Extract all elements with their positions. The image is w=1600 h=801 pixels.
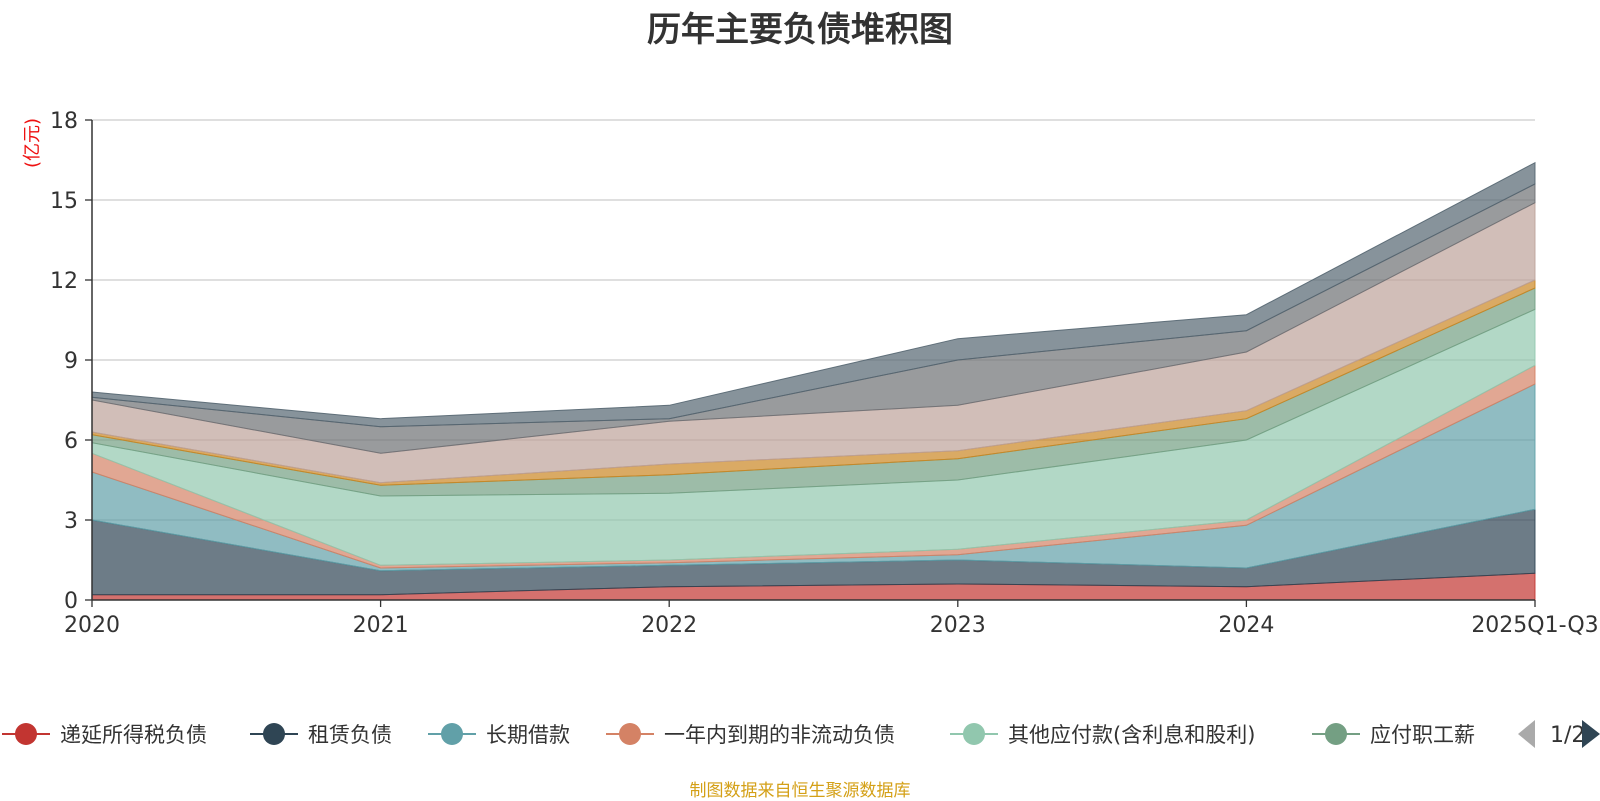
x-tick-label: 2024 xyxy=(1218,613,1274,638)
legend-page-indicator: 1/2 xyxy=(1550,723,1585,748)
y-tick-label: 9 xyxy=(64,349,78,374)
y-tick-label: 15 xyxy=(50,189,78,214)
legend-next-page-icon[interactable] xyxy=(1582,720,1600,748)
y-tick-label: 12 xyxy=(50,269,78,294)
y-tick-label: 6 xyxy=(64,429,78,454)
y-tick-label: 18 xyxy=(50,109,78,134)
series-area[interactable] xyxy=(91,161,1536,428)
y-axis-unit-label: (亿元) xyxy=(22,118,43,168)
y-tick-label: 3 xyxy=(64,509,78,534)
legend-item[interactable]: 租赁负债 xyxy=(250,723,392,747)
legend-marker xyxy=(619,723,641,745)
legend-marker xyxy=(1325,723,1347,745)
legend-label: 一年内到期的非流动负债 xyxy=(664,723,895,747)
legend-marker xyxy=(263,723,285,745)
legend-marker xyxy=(441,723,463,745)
legend-label: 应付职工薪 xyxy=(1370,723,1475,747)
legend-item[interactable]: 一年内到期的非流动负债 xyxy=(606,723,895,747)
source-note: 制图数据来自恒生聚源数据库 xyxy=(689,781,911,801)
legend-marker xyxy=(15,723,37,745)
stacked-areas[interactable] xyxy=(91,161,1536,601)
legend-item[interactable]: 递延所得税负债 xyxy=(2,723,207,747)
legend-marker xyxy=(963,723,985,745)
x-tick-label: 2020 xyxy=(64,613,120,638)
chart-title: 历年主要负债堆积图 xyxy=(647,10,953,50)
x-tick-label: 2023 xyxy=(930,613,986,638)
axes: 0 3 6 9 12 15 18 2020 2021 2022 2023 2024 2025Q1-Q3 xyxy=(50,109,1599,638)
legend-label: 其他应付款(含利息和股利) xyxy=(1008,723,1255,747)
x-tick-label: 2025Q1-Q3 xyxy=(1471,613,1598,638)
legend-item[interactable]: 长期借款 xyxy=(428,723,570,747)
legend-label: 长期借款 xyxy=(486,723,570,747)
x-tick-label: 2022 xyxy=(641,613,697,638)
legend-item[interactable]: 应付职工薪 xyxy=(1312,723,1475,747)
legend-label: 租赁负债 xyxy=(308,723,392,747)
x-tick-label: 2021 xyxy=(353,613,409,638)
legend-label: 递延所得税负债 xyxy=(60,723,207,747)
y-tick-label: 0 xyxy=(64,589,78,614)
legend-prev-page-icon[interactable] xyxy=(1518,720,1535,748)
legend[interactable]: 递延所得税负债 租赁负债 长期借款 一年内到期的非流动负债 其他应付款(含利息和股利) 应… xyxy=(2,720,1600,748)
legend-item[interactable]: 其他应付款(含利息和股利) xyxy=(950,723,1255,747)
